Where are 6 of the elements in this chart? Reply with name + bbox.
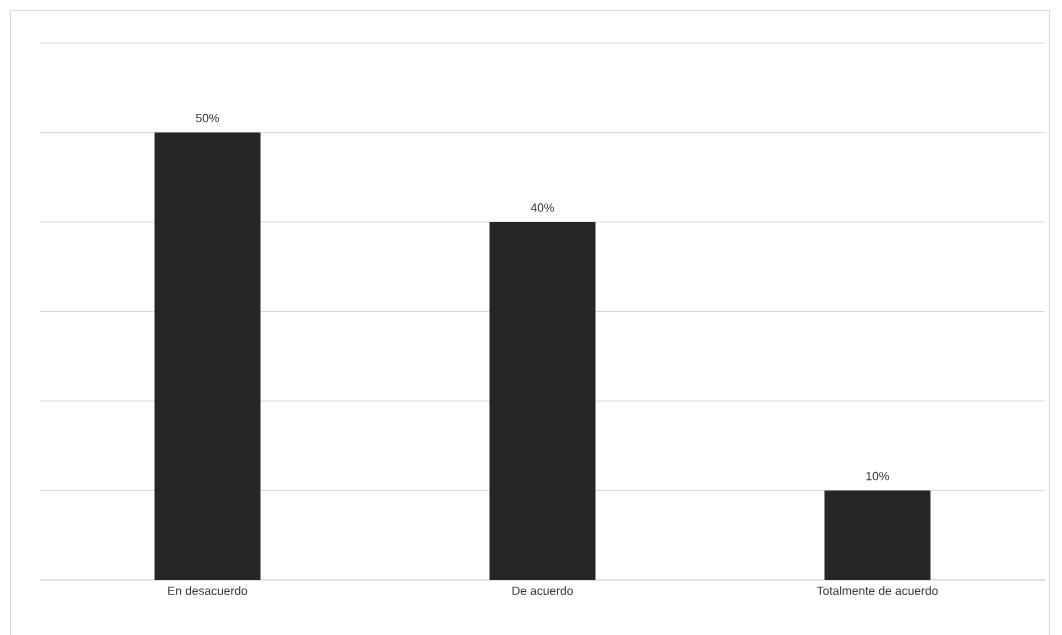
data-label: 50% <box>196 113 220 123</box>
data-label: 10% <box>866 471 890 481</box>
data-label: 40% <box>530 203 555 212</box>
x-tick-label: De acuerdo <box>512 586 573 595</box>
x-tick-label: En desacuerdo <box>168 586 248 595</box>
x-tick-label: Totalmente de acuerdo <box>816 586 938 595</box>
